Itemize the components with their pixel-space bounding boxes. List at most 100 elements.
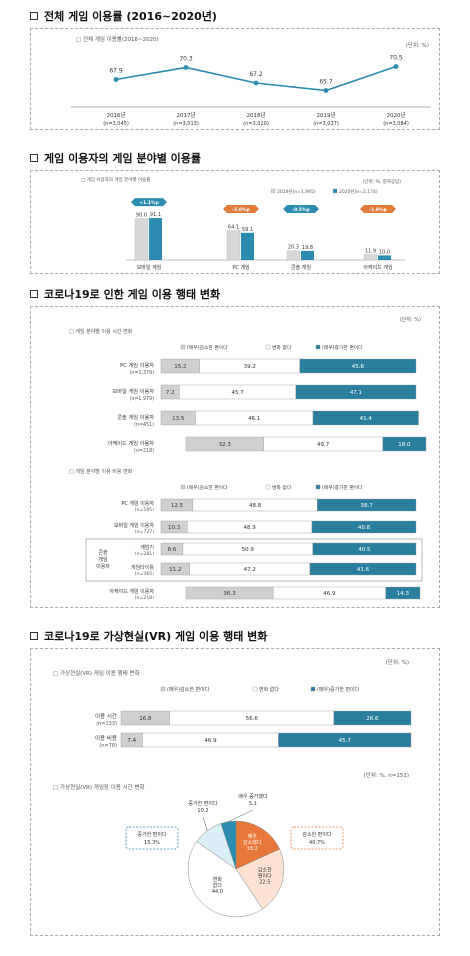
time-bar-value: 49.7	[317, 442, 330, 448]
bar	[241, 232, 254, 260]
x-tick-label: 2016년	[106, 111, 125, 119]
section2-bar-chart: □ 게임 이용자의 게임 분야별 이용률 (단위: %, 중복응답) 2019년(n…	[81, 176, 406, 271]
time-bar-value: 45.6	[352, 364, 365, 370]
row-label: 아케이드 게임 이용자	[109, 588, 154, 595]
legend-swatch	[315, 484, 321, 490]
section2-title: 게임 이용자의 게임 분야별 이용률	[30, 150, 201, 166]
pie-slice	[187, 841, 263, 918]
data-label: 65.7	[319, 79, 333, 86]
chart-title: □ 게임 이용자의 게임 분야별 이용률	[81, 176, 150, 183]
pie-outside-label: 증가한 편이다	[188, 800, 218, 807]
group-box	[125, 826, 179, 850]
chart-title: □ 게임 분야별 이용 시간 변화	[69, 328, 133, 335]
time-bar-value: 41.4	[360, 416, 373, 422]
pie-slice-label: 감소한	[258, 866, 272, 873]
legend-swatch	[310, 686, 316, 692]
row-n: (n=595)	[135, 507, 154, 513]
bar-value-label: 91.1	[150, 212, 161, 218]
x-tick-sample: (n=3,020)	[243, 121, 269, 127]
change-badge-label: -5.0%p	[232, 207, 250, 213]
x-tick-label: 2020년	[386, 111, 405, 119]
group-label: 게임	[98, 556, 107, 563]
bar-value-label: 10.0	[379, 249, 390, 255]
data-label: 67.9	[109, 68, 123, 75]
unit-label: (단위: %, 중복응답)	[363, 178, 402, 185]
x-tick-label: 모바일 게임	[137, 264, 162, 271]
vr-bar-segment	[278, 732, 412, 748]
cost-bar-value: 10.3	[168, 525, 181, 531]
group-box-label: 감소한 편이다	[302, 831, 332, 838]
cost-bar-value: 50.9	[242, 547, 255, 553]
section3-stacked-charts: (단위: %)□ 게임 분야별 이용 시간 변화(매우)감소한 편이다 변화 없다…	[69, 316, 427, 601]
pie-slice	[235, 820, 281, 870]
time-bar-value: 47.1	[350, 390, 362, 396]
section3-panel: (단위: %) □ 게임 분야별 이용 시간 변화 (매우)감소한 편이다 변화 없다…	[30, 306, 440, 608]
leader-line	[202, 816, 208, 831]
row-label: 모바일 게임 이용자	[113, 387, 155, 395]
change-badge	[131, 198, 167, 207]
vr-bar-value: 16.8	[139, 716, 152, 722]
data-point	[183, 65, 189, 70]
section4-panel: □ 가상현실(VR) 게임 이용 행태 변화 (단위: %) (매우)감소한 편이다…	[30, 648, 440, 936]
data-point	[323, 88, 329, 93]
bar-value-label: 64.1	[228, 225, 239, 231]
row-n: (n=281)	[135, 551, 154, 557]
legend-label: (매우)증가한 편이다	[317, 686, 360, 693]
section2-panel: □ 게임 이용자의 게임 분야별 이용률 (단위: %, 중복응답) 2019년(n…	[30, 170, 440, 274]
pie-slice	[235, 848, 285, 910]
cost-bar-segment	[311, 520, 417, 534]
bar	[363, 254, 378, 261]
row-n: (n=78)	[99, 743, 117, 749]
pie-outside-value: 10.2	[197, 808, 208, 814]
legend-label: (매우)감소한 편이다	[187, 484, 228, 491]
time-bar-value: 7.2	[166, 390, 175, 396]
row-label: PC 게임 이용자	[120, 361, 154, 369]
data-label: 70.3	[179, 56, 193, 63]
chart-title: □ 게임 분야별 이용 비용 변화	[69, 468, 133, 475]
legend-swatch	[265, 344, 271, 350]
bar	[149, 218, 162, 260]
bar-value-label: 59.1	[242, 227, 253, 233]
cost-bar-segment	[309, 562, 417, 576]
x-tick-label: 2018년	[246, 111, 265, 119]
vr-bar-value: 26.6	[366, 716, 379, 722]
row-n: (n=218)	[135, 595, 154, 601]
row-n: (n=451)	[134, 422, 154, 428]
pie-slice-label: 편이다	[258, 872, 272, 879]
row-n: (n=218)	[134, 448, 154, 454]
bar	[226, 230, 241, 261]
change-badge	[360, 205, 396, 213]
row-label: 게임타이틀	[131, 564, 154, 571]
bar	[134, 218, 149, 261]
row-label: 게임기	[140, 544, 154, 551]
data-label: 67.2	[249, 71, 263, 78]
section1-title: 전체 게임 이용률 (2016~2020년)	[30, 8, 217, 24]
x-tick-label: 아케이드 게임	[363, 264, 392, 271]
time-bar-value: 13.5	[172, 416, 185, 422]
legend-label: (매우)증가한 편이다	[322, 344, 363, 351]
time-bar-segment	[299, 358, 417, 374]
row-n: (n=1,379)	[129, 370, 154, 376]
group-label: 이용자	[96, 563, 110, 570]
cost-bar-value: 12.5	[171, 503, 184, 509]
bar-value-label: 90.0	[136, 213, 147, 219]
row-label: 아케이드 게임 이용자	[108, 439, 154, 447]
bar	[301, 250, 314, 260]
bar-value-label: 19.8	[302, 245, 313, 251]
pie-outside-value: 5.1	[249, 801, 257, 807]
console-group-box	[85, 538, 423, 582]
pie-slice-value: 44.0	[212, 889, 223, 895]
bar	[378, 255, 391, 260]
x-tick-sample: (n=3,013)	[173, 121, 199, 127]
row-n: (n=1,979)	[129, 396, 154, 402]
legend-label: 변화 없다	[259, 686, 279, 693]
unit-label: (단위: %)	[386, 658, 409, 666]
pie-outside-label: 매우 증가했다	[238, 793, 268, 800]
unit-label: (단위: %)	[400, 316, 421, 323]
vr-bar-value: 56.6	[246, 716, 259, 722]
data-point	[393, 64, 399, 69]
vr-bar-segment	[333, 710, 412, 726]
cost-bar-value: 11.2	[169, 567, 181, 573]
time-bar-value: 46.1	[248, 416, 260, 422]
row-label: PC 게임 이용자	[121, 500, 154, 507]
